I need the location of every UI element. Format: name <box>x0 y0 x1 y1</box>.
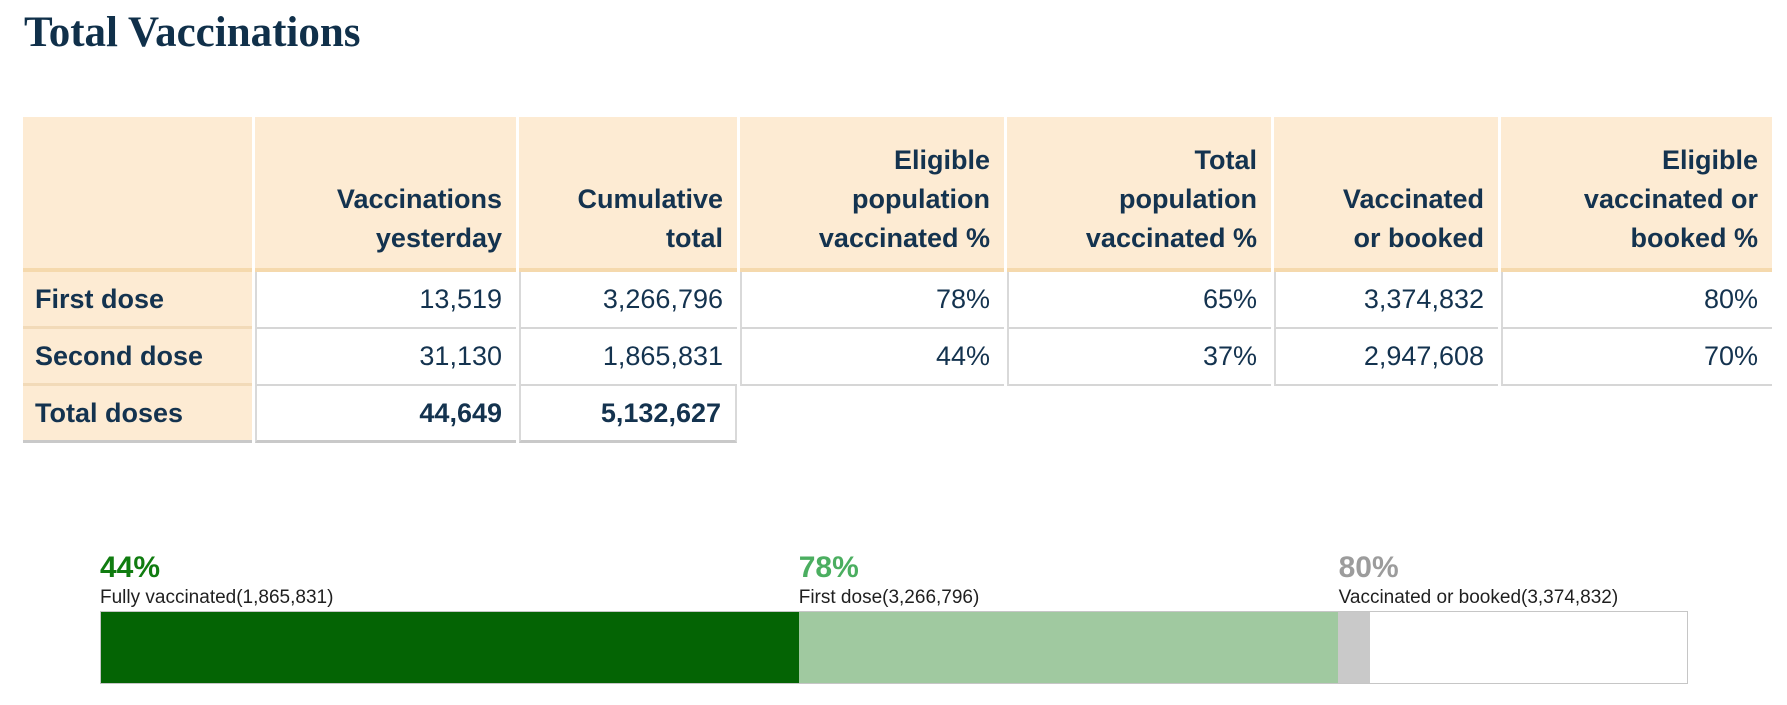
empty-cell <box>1007 386 1271 443</box>
first-dose-total-population-pct: 65% <box>1007 272 1271 329</box>
first-dose-caption: First dose(3,266,796) <box>798 587 980 608</box>
bar-segment-remainder <box>1369 612 1687 683</box>
header-cell-vaccinations-yesterday: Vaccinations yesterday <box>255 117 516 272</box>
table-row-first-dose: First dose 13,519 3,266,796 78% 65% 3,37… <box>23 272 1772 329</box>
fully-vaccinated-caption: Fully vaccinated(1,865,831) <box>100 587 334 608</box>
second-dose-vaccinations-yesterday: 31,130 <box>255 329 516 386</box>
bar-segment-vaccinated-or-booked <box>1338 612 1370 683</box>
bar-segment-fully-vaccinated <box>101 612 799 683</box>
progress-bar-labels: 44% Fully vaccinated(1,865,831) 78% Firs… <box>100 543 1688 611</box>
first-dose-percent: 78% <box>798 551 859 584</box>
empty-cell <box>1274 386 1498 443</box>
row-label-total-doses: Total doses <box>23 386 252 443</box>
vaccinated-or-booked-caption: Vaccinated or booked(3,374,832) <box>1338 587 1619 608</box>
vaccination-progress-chart: 44% Fully vaccinated(1,865,831) 78% Firs… <box>100 543 1688 684</box>
second-dose-cumulative-total: 1,865,831 <box>519 329 737 386</box>
header-cell-cumulative-total: Cumulative total <box>519 117 737 272</box>
second-dose-total-population-pct: 37% <box>1007 329 1271 386</box>
total-doses-vaccinations-yesterday: 44,649 <box>255 386 516 443</box>
header-cell-eligible-population-vaccinated: Eligible population vaccinated % <box>740 117 1004 272</box>
bar-segment-first-dose <box>798 612 1339 683</box>
empty-cell <box>740 386 1004 443</box>
header-cell-vaccinated-or-booked: Vaccinated or booked <box>1274 117 1498 272</box>
total-doses-cumulative-total: 5,132,627 <box>519 386 737 443</box>
page-title: Total Vaccinations <box>24 9 361 56</box>
vaccinated-or-booked-percent: 80% <box>1338 551 1399 584</box>
vaccinations-table: Vaccinations yesterday Cumulative total … <box>20 117 1775 443</box>
header-cell-blank <box>23 117 252 272</box>
header-cell-total-population-vaccinated: Total population vaccinated % <box>1007 117 1271 272</box>
label-first-dose: 78% First dose(3,266,796) <box>799 551 980 611</box>
fully-vaccinated-percent: 44% <box>100 551 161 584</box>
empty-cell <box>1501 386 1772 443</box>
header-cell-eligible-vaccinated-or-booked: Eligible vaccinated or booked % <box>1501 117 1772 272</box>
label-fully-vaccinated: 44% Fully vaccinated(1,865,831) <box>100 551 333 611</box>
row-label-second-dose: Second dose <box>23 329 252 386</box>
first-dose-eligible-vaccinated-or-booked-pct: 80% <box>1501 272 1772 329</box>
table-row-second-dose: Second dose 31,130 1,865,831 44% 37% 2,9… <box>23 329 1772 386</box>
label-vaccinated-or-booked: 80% Vaccinated or booked(3,374,832) <box>1339 551 1619 611</box>
second-dose-eligible-population-pct: 44% <box>740 329 1004 386</box>
first-dose-vaccinated-or-booked: 3,374,832 <box>1274 272 1498 329</box>
table-header-row: Vaccinations yesterday Cumulative total … <box>23 117 1772 272</box>
second-dose-eligible-vaccinated-or-booked-pct: 70% <box>1501 329 1772 386</box>
second-dose-vaccinated-or-booked: 2,947,608 <box>1274 329 1498 386</box>
first-dose-eligible-population-pct: 78% <box>740 272 1004 329</box>
first-dose-cumulative-total: 3,266,796 <box>519 272 737 329</box>
row-label-first-dose: First dose <box>23 272 252 329</box>
progress-bar <box>100 611 1688 684</box>
table-row-total-doses: Total doses 44,649 5,132,627 <box>23 386 1772 443</box>
first-dose-vaccinations-yesterday: 13,519 <box>255 272 516 329</box>
